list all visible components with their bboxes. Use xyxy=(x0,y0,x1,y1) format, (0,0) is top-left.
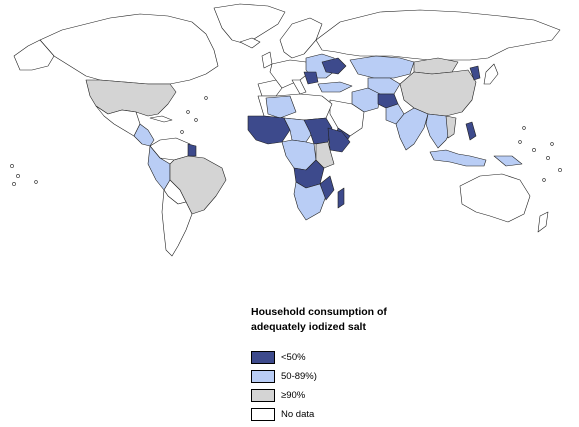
legend-title: Household consumption of adequately iodi… xyxy=(251,305,401,335)
map-legend: Household consumption of adequately iodi… xyxy=(251,305,451,427)
region-iberia xyxy=(257,79,283,97)
legend-label-lt50: <50% xyxy=(281,352,306,363)
region-italy xyxy=(291,79,307,95)
region-scandinavia xyxy=(279,17,323,59)
legend-swatch-50-89 xyxy=(251,370,275,383)
region-kazakhstan xyxy=(349,55,415,79)
region-balkans xyxy=(303,71,319,85)
region-madagascar xyxy=(337,187,345,209)
legend-swatch-gte90 xyxy=(251,389,275,402)
region-east-africa xyxy=(315,141,335,169)
region-southern-cone xyxy=(161,189,193,257)
region-vietnam xyxy=(445,115,457,139)
region-alaska xyxy=(13,39,55,71)
region-southern-africa xyxy=(293,181,327,221)
region-ukraine xyxy=(321,57,347,75)
region-australia xyxy=(459,173,531,223)
legend-item-lt50: <50% xyxy=(251,351,451,366)
world-map xyxy=(10,3,562,257)
region-central-america xyxy=(133,123,155,147)
region-mongolia xyxy=(413,57,459,75)
region-korea xyxy=(469,65,481,81)
region-papua xyxy=(493,155,523,167)
region-russia xyxy=(315,9,561,61)
region-philippines xyxy=(465,121,477,141)
region-indonesia xyxy=(429,149,487,167)
region-india xyxy=(395,107,429,151)
region-iceland xyxy=(239,37,261,49)
region-greenland xyxy=(213,3,286,45)
region-china xyxy=(399,69,477,117)
legend-label-gte90: ≥90% xyxy=(281,390,306,401)
legend-label-50-89: 50-89%) xyxy=(281,371,317,382)
legend-item-no-data: No data xyxy=(251,408,451,423)
region-guyana xyxy=(187,143,197,157)
region-new-zealand xyxy=(537,211,549,233)
region-ethiopia xyxy=(327,127,351,153)
region-canada xyxy=(39,13,219,85)
legend-swatch-lt50 xyxy=(251,351,275,364)
legend-item-gte90: ≥90% xyxy=(251,389,451,404)
region-cuba xyxy=(149,115,173,123)
region-uk xyxy=(261,51,273,69)
legend-title-line-2: adequately iodized salt xyxy=(251,321,366,333)
region-algeria xyxy=(265,95,297,119)
legend-title-line-1: Household consumption of xyxy=(251,306,387,318)
region-turkey xyxy=(317,81,353,93)
region-japan xyxy=(483,63,499,85)
legend-item-50-89: 50-89%) xyxy=(251,370,451,385)
region-mozambique xyxy=(319,175,335,201)
region-arabia xyxy=(329,99,365,137)
pacific-islands xyxy=(10,96,562,186)
region-west-africa xyxy=(247,115,291,145)
legend-label-no-data: No data xyxy=(281,409,315,420)
legend-swatch-no-data xyxy=(251,408,275,421)
